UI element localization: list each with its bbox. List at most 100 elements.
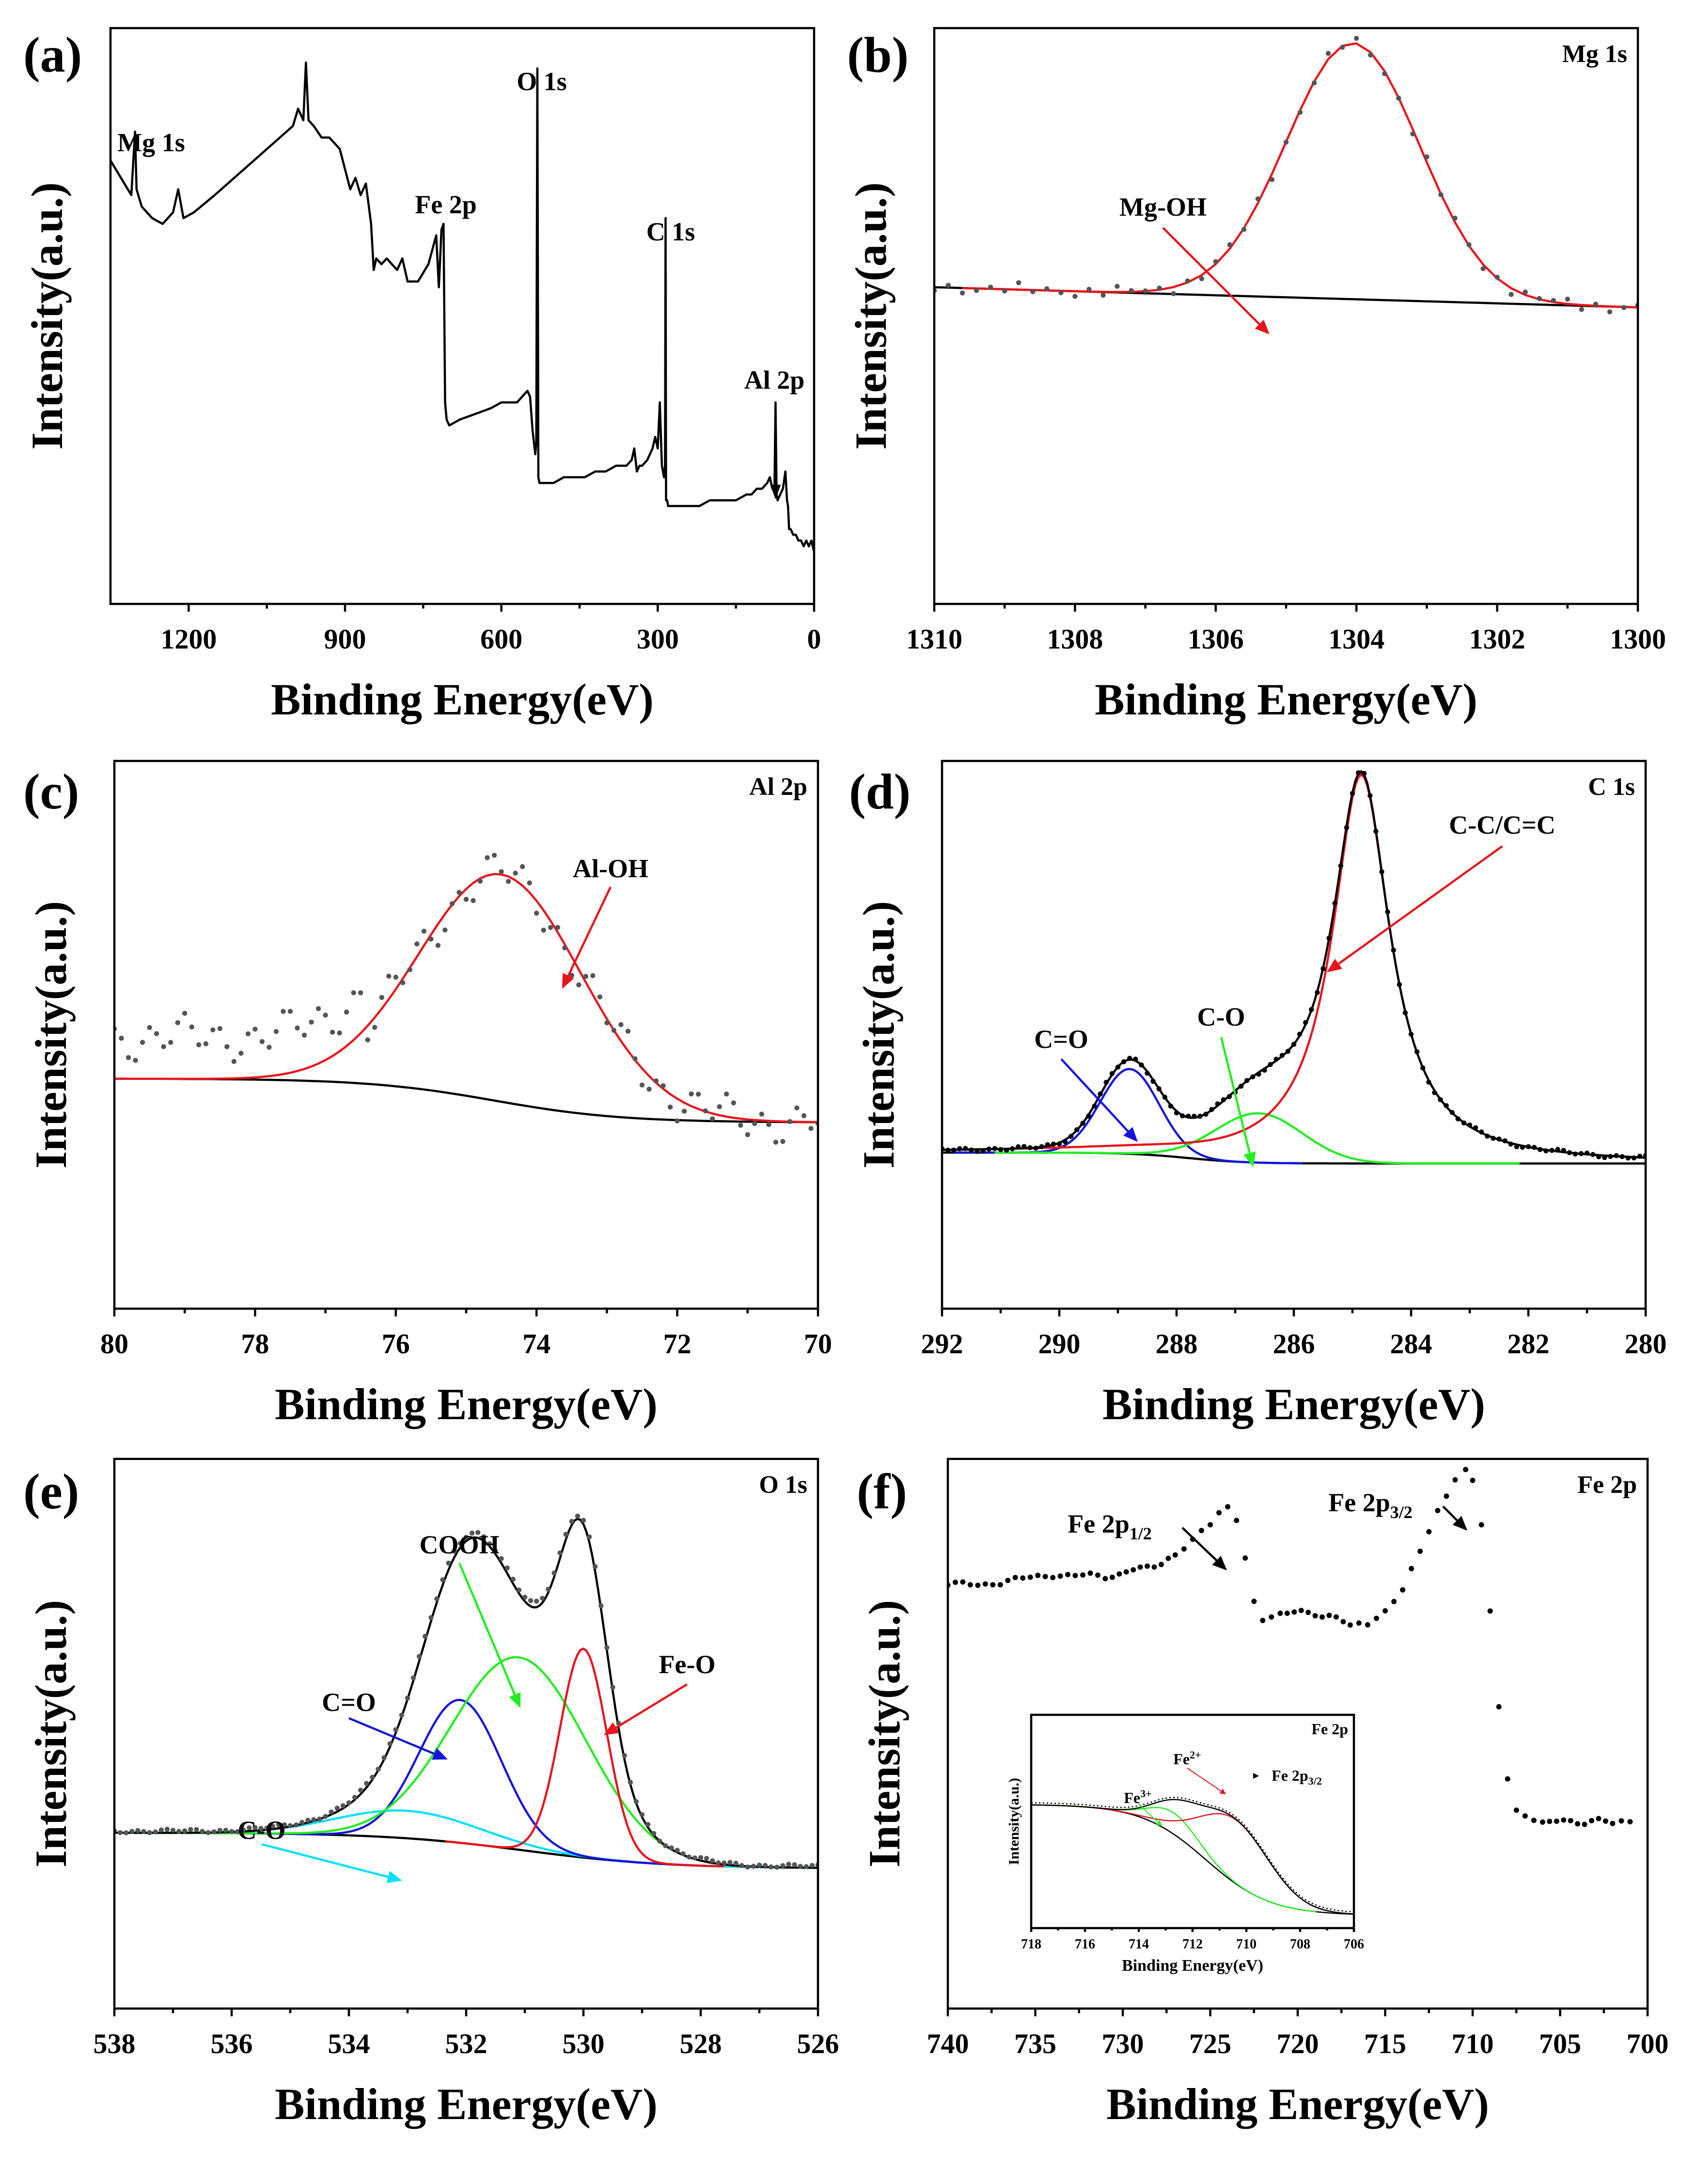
data-point [485, 855, 490, 860]
data-point [1227, 242, 1232, 248]
data-point [967, 1582, 973, 1588]
annotation-arrow [1162, 227, 1260, 325]
data-point [1473, 1125, 1478, 1130]
x-tick-label: 290 [1038, 1328, 1081, 1360]
data-point [1095, 1572, 1100, 1578]
data-point [1021, 1144, 1027, 1149]
data-point [351, 990, 356, 996]
data-point [376, 1767, 381, 1772]
data-point [1285, 1048, 1291, 1054]
data-point [1051, 1141, 1056, 1147]
x-tick-label: 740 [927, 2028, 969, 2059]
data-point [534, 1598, 539, 1604]
data-point [282, 1822, 287, 1827]
baseline-d [942, 1151, 1646, 1165]
x-axis-label: Binding Energy(eV) [275, 2079, 658, 2129]
data-point [1086, 1113, 1091, 1119]
data-point [583, 974, 589, 979]
data-point [769, 1864, 774, 1869]
data-point [372, 1025, 377, 1030]
data-point [317, 1816, 322, 1822]
data-point [1315, 990, 1320, 995]
data-point [660, 1083, 666, 1089]
data-point [618, 1022, 624, 1028]
data-point [680, 1851, 686, 1856]
data-point [569, 973, 575, 978]
annotation-text: C=O [322, 1688, 376, 1717]
data-point [224, 1044, 230, 1049]
data-point [252, 1027, 258, 1032]
data-point [435, 943, 441, 948]
data-point [1602, 1155, 1607, 1160]
data-point [1033, 1145, 1038, 1151]
data-point [1030, 289, 1036, 294]
data-point [417, 1654, 422, 1659]
data-point [576, 982, 581, 988]
data-point [1565, 297, 1570, 302]
data-point [1016, 1144, 1021, 1150]
annotation-arrowhead [1327, 958, 1342, 972]
data-point [1250, 1074, 1256, 1079]
data-point [1525, 1144, 1531, 1149]
data-point [645, 1822, 651, 1827]
data-point [745, 1864, 751, 1870]
axes-frame [933, 27, 1639, 605]
data-point [809, 1863, 815, 1868]
annotation-text: Fe-O [659, 1650, 716, 1679]
data-point [1098, 1091, 1103, 1097]
data-point [586, 1534, 592, 1540]
data-point [117, 1830, 123, 1836]
data-point [1593, 301, 1599, 307]
annotation-arrowhead [1156, 1820, 1162, 1826]
data-point [803, 1864, 809, 1869]
data-point [1397, 982, 1402, 987]
data-point [548, 925, 553, 930]
data-point [1554, 1819, 1559, 1824]
plot-area [948, 1467, 1633, 1827]
annotation-label: O 1s [517, 67, 567, 96]
data-point [646, 1086, 652, 1092]
data-point [1408, 1031, 1414, 1037]
data-point [1056, 1141, 1062, 1147]
data-point [1080, 1121, 1085, 1126]
data-point [1137, 1564, 1143, 1570]
data-point [997, 1582, 1003, 1588]
data-point [581, 1518, 586, 1523]
data-point [133, 1058, 138, 1063]
data-point [147, 1025, 152, 1030]
data-point [1242, 1555, 1248, 1561]
data-point [1356, 1620, 1362, 1626]
plot-area [942, 770, 1646, 1165]
data-point [1338, 863, 1343, 869]
data-point [727, 1860, 733, 1865]
y-axis-label: Intensity(a.u.) [846, 182, 896, 450]
raw-data-f-inset [1031, 1797, 1354, 1913]
x-tick-label: 78 [241, 1328, 269, 1360]
data-point [1050, 1575, 1056, 1581]
data-point [604, 1645, 610, 1650]
panel-a: 1200 900 600 300 0 Binding Energy(eV) Intensit… [22, 27, 821, 724]
data-point [1305, 1610, 1311, 1615]
data-point [780, 1139, 786, 1144]
x-tick-label: 708 [1290, 1937, 1310, 1952]
x-tick-label: 286 [1273, 1328, 1315, 1360]
data-point [154, 1031, 159, 1036]
data-point [1572, 1151, 1578, 1157]
plot-area [1031, 1797, 1354, 1915]
data-point [1520, 1144, 1525, 1150]
data-point [229, 1829, 235, 1834]
data-point [1133, 1057, 1138, 1062]
x-tick-label: 716 [1075, 1937, 1095, 1952]
data-point [456, 890, 462, 895]
annotation-label: Fe2+ [1173, 1749, 1201, 1768]
data-point [352, 1795, 358, 1800]
axes-frame [109, 27, 816, 605]
annotation-text: C 1s [646, 217, 695, 246]
data-point [287, 1009, 293, 1014]
data-point [267, 1045, 272, 1050]
data-point [1005, 1578, 1011, 1583]
data-point [1203, 1111, 1209, 1117]
data-point [1150, 1078, 1156, 1084]
data-point [1115, 284, 1120, 289]
plot-area [114, 853, 818, 1145]
